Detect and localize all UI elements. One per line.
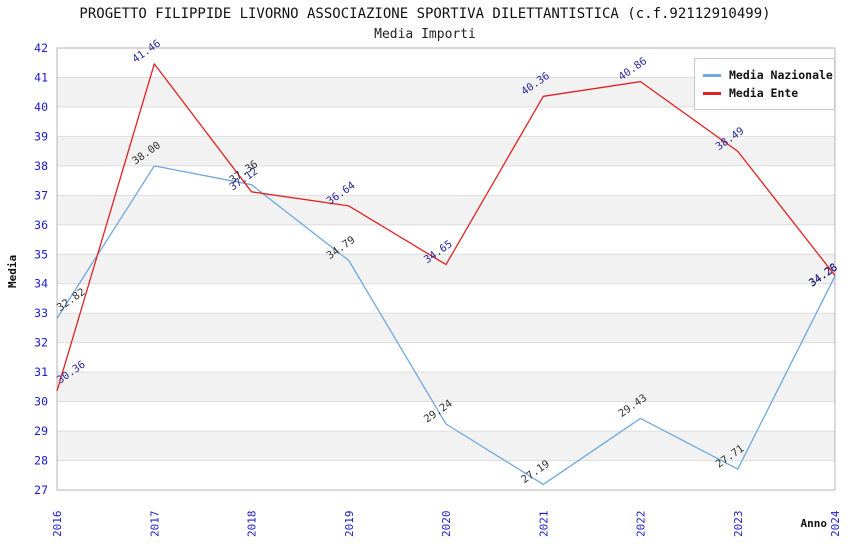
svg-text:36: 36 (34, 218, 48, 232)
svg-text:38: 38 (34, 159, 48, 173)
svg-text:34: 34 (34, 277, 48, 291)
y-axis-title: Media (6, 255, 19, 288)
legend-line-swatch-ente (703, 91, 721, 95)
svg-text:39: 39 (34, 129, 48, 143)
svg-text:41.46: 41.46 (130, 37, 163, 65)
svg-text:33: 33 (34, 306, 48, 320)
svg-text:40: 40 (34, 100, 48, 114)
svg-text:32: 32 (34, 336, 48, 350)
svg-text:32.82: 32.82 (55, 286, 88, 314)
svg-text:2016: 2016 (51, 511, 64, 538)
svg-text:2021: 2021 (537, 511, 550, 538)
legend-line-swatch-nazionale (703, 73, 721, 77)
svg-text:2022: 2022 (635, 511, 648, 538)
legend-label-nazionale: Media Nazionale (729, 68, 833, 82)
svg-text:2023: 2023 (732, 511, 745, 538)
chart-title: PROGETTO FILIPPIDE LIVORNO ASSOCIAZIONE … (79, 6, 771, 22)
plot-bands (57, 77, 835, 461)
svg-text:29: 29 (34, 424, 48, 438)
svg-text:42: 42 (34, 41, 48, 55)
legend-label-ente: Media Ente (729, 86, 799, 100)
svg-text:37: 37 (34, 188, 48, 202)
legend: Media Nazionale Media Ente (694, 58, 835, 110)
svg-text:2024: 2024 (829, 510, 842, 537)
x-axis-title: Anno (801, 517, 828, 530)
legend-item-media-ente: Media Ente (703, 85, 828, 101)
chart-subtitle: Media Importi (374, 27, 476, 42)
svg-text:27: 27 (34, 483, 48, 497)
svg-text:2018: 2018 (246, 511, 259, 538)
series-line-media-ente (56, 63, 836, 392)
svg-text:30: 30 (34, 395, 48, 409)
svg-text:31: 31 (34, 365, 48, 379)
legend-item-media-nazionale: Media Nazionale (703, 67, 833, 83)
svg-text:35: 35 (34, 247, 48, 261)
y-axis-tick-labels: 27 28 29 30 31 32 33 34 35 36 37 38 39 40 41 42 (34, 41, 48, 497)
svg-text:2020: 2020 (440, 511, 453, 538)
svg-text:41: 41 (34, 70, 48, 84)
series-line-media-nazionale (56, 165, 836, 486)
svg-text:28: 28 (34, 454, 48, 468)
x-axis-tick-labels: 2016 2017 2018 2019 2020 2021 2022 2023 2024 (51, 510, 842, 537)
plot-border (56, 47, 836, 491)
svg-text:2017: 2017 (148, 511, 161, 538)
svg-text:2019: 2019 (343, 511, 356, 538)
